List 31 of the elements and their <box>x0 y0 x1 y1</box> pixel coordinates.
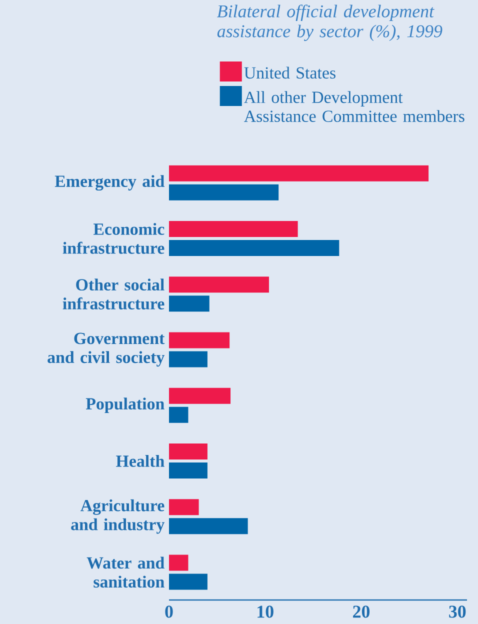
bar <box>169 554 188 571</box>
bar <box>169 443 208 460</box>
x-tick-label: 0 <box>165 606 173 618</box>
y-tick-label: Emergency aid <box>54 175 164 191</box>
legend-label: United States <box>244 66 336 79</box>
x-tick-label: 20 <box>353 606 370 618</box>
bar <box>169 499 199 516</box>
x-tick-label: 10 <box>258 606 274 618</box>
bar <box>169 276 269 293</box>
bar <box>169 351 208 368</box>
x-tick-label: 30 <box>449 606 466 618</box>
bar <box>169 388 231 404</box>
y-tick-label: Economic infrastructure <box>62 222 164 254</box>
bar <box>169 220 298 237</box>
legend-label: All other Development Assistance Committee members <box>244 91 464 122</box>
y-tick-label: Government and civil society <box>48 332 165 367</box>
bar <box>169 240 340 256</box>
bar <box>169 165 429 182</box>
y-tick-label: Agriculture and industry <box>71 499 164 534</box>
chart-title: Bilateral official development assistance by sector (%), 1999 <box>217 4 442 42</box>
bar <box>169 406 188 423</box>
y-tick-label: Health <box>116 454 164 467</box>
y-tick-label: Other social infrastructure <box>62 278 164 310</box>
bar <box>169 184 279 200</box>
bar <box>169 518 248 534</box>
bar <box>169 462 208 478</box>
bar <box>169 296 210 312</box>
bar <box>169 574 208 590</box>
bar <box>169 332 230 348</box>
y-tick-label: Water and sanitation <box>86 556 164 588</box>
y-tick-label: Population <box>86 398 164 413</box>
